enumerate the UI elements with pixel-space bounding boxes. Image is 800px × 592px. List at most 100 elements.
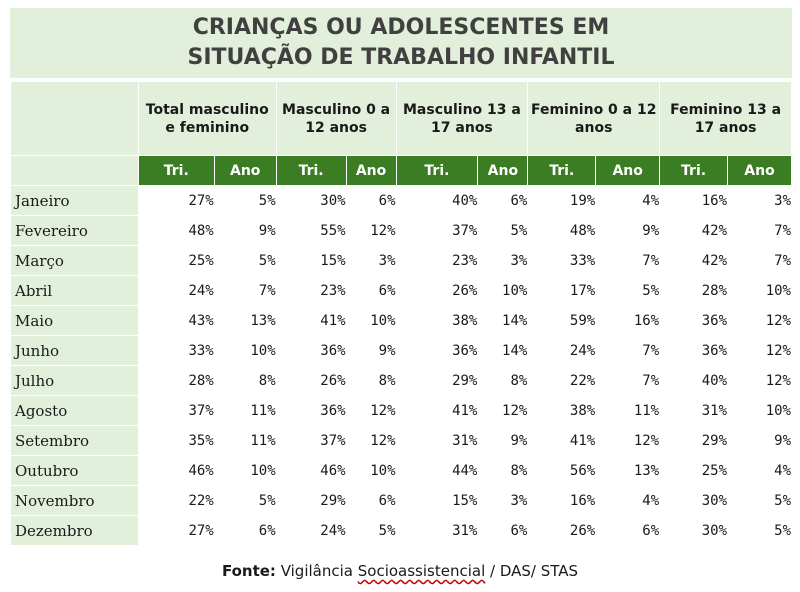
title-line-2: SITUAÇÃO DE TRABALHO INFANTIL <box>187 45 615 70</box>
value-cell: 23% <box>395 245 479 276</box>
value-cell: 4% <box>595 485 661 516</box>
subheader-ano: Ano <box>213 155 277 186</box>
value-cell: 12% <box>477 395 529 426</box>
value-cell: 41% <box>527 425 597 456</box>
source-note: Fonte: Vigilância Socioassistencial / DA… <box>0 562 800 580</box>
value-cell: 36% <box>275 395 347 426</box>
value-cell: 38% <box>527 395 597 426</box>
value-cell: 29% <box>275 485 347 516</box>
value-cell: 31% <box>659 395 729 426</box>
value-cell: 37% <box>395 215 479 246</box>
value-cell: 8% <box>213 365 277 396</box>
value-cell: 14% <box>477 305 529 336</box>
value-cell: 48% <box>527 215 597 246</box>
value-cell: 15% <box>275 245 347 276</box>
table-row: Janeiro 27% 5% 30% 6% 40% 6% 19% 4% 16% 3% <box>10 185 792 216</box>
value-cell: 40% <box>659 365 729 396</box>
value-cell: 35% <box>137 425 215 456</box>
value-cell: 24% <box>275 515 347 546</box>
value-cell: 42% <box>659 215 729 246</box>
value-cell: 48% <box>137 215 215 246</box>
subheader-tri: Tri. <box>659 155 729 186</box>
value-cell: 30% <box>659 485 729 516</box>
value-cell: 9% <box>213 215 277 246</box>
table-row: Julho 28% 8% 26% 8% 29% 8% 22% 7% 40% 12% <box>10 365 792 396</box>
value-cell: 28% <box>659 275 729 306</box>
value-cell: 9% <box>477 425 529 456</box>
value-cell: 55% <box>275 215 347 246</box>
value-cell: 25% <box>137 245 215 276</box>
value-cell: 5% <box>477 215 529 246</box>
value-cell: 15% <box>395 485 479 516</box>
table-row: Dezembro 27% 6% 24% 5% 31% 6% 26% 6% 30% 5% <box>10 515 792 546</box>
value-cell: 6% <box>345 275 397 306</box>
value-cell: 9% <box>727 425 792 456</box>
value-cell: 6% <box>477 185 529 216</box>
value-cell: 10% <box>477 275 529 306</box>
corner-cell <box>10 81 139 156</box>
value-cell: 31% <box>395 515 479 546</box>
value-cell: 7% <box>595 365 661 396</box>
value-cell: 9% <box>345 335 397 366</box>
value-cell: 12% <box>727 335 792 366</box>
value-cell: 3% <box>727 185 792 216</box>
value-cell: 36% <box>275 335 347 366</box>
table-body: Janeiro 27% 5% 30% 6% 40% 6% 19% 4% 16% 3% Fevereir… <box>10 185 792 546</box>
value-cell: 38% <box>395 305 479 336</box>
month-cell: Abril <box>10 275 139 306</box>
value-cell: 6% <box>345 485 397 516</box>
value-cell: 29% <box>395 365 479 396</box>
value-cell: 23% <box>275 275 347 306</box>
value-cell: 5% <box>345 515 397 546</box>
value-cell: 16% <box>595 305 661 336</box>
value-cell: 3% <box>477 245 529 276</box>
month-cell: Setembro <box>10 425 139 456</box>
value-cell: 31% <box>395 425 479 456</box>
value-cell: 19% <box>527 185 597 216</box>
table-row: Setembro 35% 11% 37% 12% 31% 9% 41% 12% 29% 9% <box>10 425 792 456</box>
value-cell: 14% <box>477 335 529 366</box>
value-cell: 7% <box>727 245 792 276</box>
group-header: Feminino 0 a 12 anos <box>527 81 661 156</box>
value-cell: 7% <box>727 215 792 246</box>
value-cell: 12% <box>727 365 792 396</box>
value-cell: 5% <box>213 485 277 516</box>
value-cell: 27% <box>137 515 215 546</box>
value-cell: 22% <box>527 365 597 396</box>
value-cell: 10% <box>213 335 277 366</box>
table-row: Fevereiro 48% 9% 55% 12% 37% 5% 48% 9% 42% 7% <box>10 215 792 246</box>
value-cell: 12% <box>727 305 792 336</box>
group-header: Masculino 13 a 17 anos <box>395 81 529 156</box>
value-cell: 3% <box>477 485 529 516</box>
month-cell: Julho <box>10 365 139 396</box>
value-cell: 37% <box>275 425 347 456</box>
value-cell: 4% <box>595 185 661 216</box>
value-cell: 26% <box>395 275 479 306</box>
value-cell: 6% <box>477 515 529 546</box>
value-cell: 5% <box>727 485 792 516</box>
value-cell: 11% <box>595 395 661 426</box>
table-row: Abril 24% 7% 23% 6% 26% 10% 17% 5% 28% 10% <box>10 275 792 306</box>
value-cell: 10% <box>213 455 277 486</box>
value-cell: 8% <box>477 365 529 396</box>
table-row: Maio 43% 13% 41% 10% 38% 14% 59% 16% 36% 12% <box>10 305 792 336</box>
subheader-ano: Ano <box>477 155 529 186</box>
group-header: Masculino 0 a 12 anos <box>275 81 397 156</box>
table-title: CRIANÇAS OU ADOLESCENTES EM SITUAÇÃO DE … <box>10 8 792 81</box>
value-cell: 13% <box>213 305 277 336</box>
value-cell: 25% <box>659 455 729 486</box>
value-cell: 36% <box>659 335 729 366</box>
value-cell: 10% <box>345 305 397 336</box>
value-cell: 41% <box>275 305 347 336</box>
value-cell: 16% <box>527 485 597 516</box>
value-cell: 12% <box>595 425 661 456</box>
value-cell: 6% <box>213 515 277 546</box>
subheader-tri: Tri. <box>137 155 215 186</box>
value-cell: 13% <box>595 455 661 486</box>
subheader-tri: Tri. <box>527 155 597 186</box>
subheader-tri: Tri. <box>395 155 479 186</box>
value-cell: 30% <box>659 515 729 546</box>
source-label: Fonte: <box>221 562 276 580</box>
value-cell: 9% <box>595 215 661 246</box>
value-cell: 12% <box>345 395 397 426</box>
